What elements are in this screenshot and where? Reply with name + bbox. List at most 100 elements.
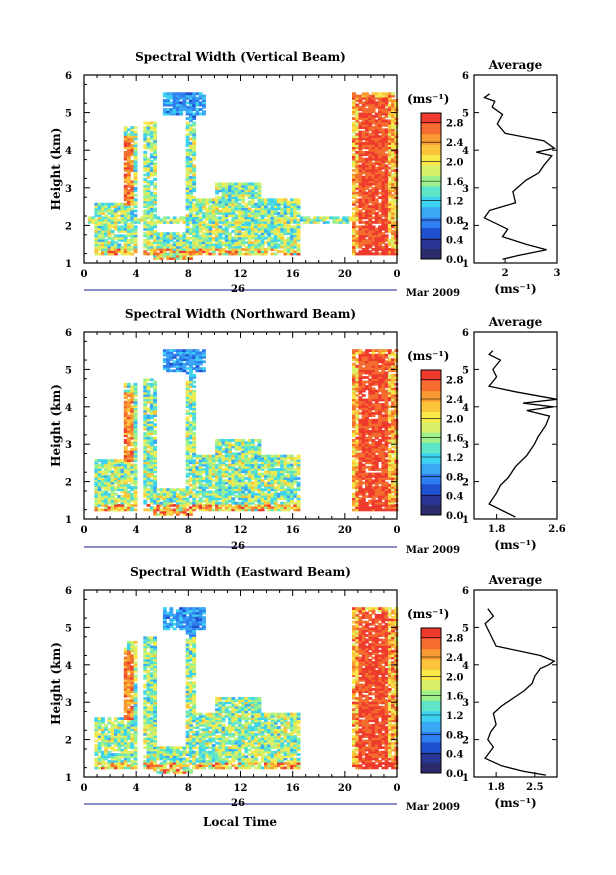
heatmap-cell [94,207,99,211]
heatmap-cell [189,495,193,498]
heatmap-cell [218,241,223,245]
heatmap-cell [247,468,252,471]
heatmap-cell [120,218,125,222]
colorbar-swatch [421,248,441,260]
heatmap-cell [352,130,356,134]
heatmap-cell [146,497,151,501]
heatmap-cell [169,499,174,503]
heatmap-cell [149,252,154,256]
heatmap-cell [166,367,171,370]
heatmap-cell [228,189,232,193]
heatmap-cell [228,477,232,480]
heatmap-cell [185,360,190,364]
heatmap-cell [185,436,190,440]
heatmap-cell [286,241,291,245]
heatmap-cell [387,189,392,193]
heatmap-cell [358,229,363,233]
heatmap-cell [205,214,210,217]
heatmap-cell [211,474,216,478]
heatmap-cell [192,214,197,217]
heatmap-cell [195,504,200,507]
heatmap-cell [234,472,239,476]
heatmap-cell [250,241,255,245]
heatmap-cell [371,166,376,170]
heatmap-cell [234,250,239,254]
heatmap-cell [361,432,366,435]
heatmap-cell [384,189,389,193]
heatmap-cell [378,148,382,152]
heatmap-cell [244,454,249,458]
heatmap-cell [237,209,242,213]
heatmap-cell [355,144,360,148]
heatmap-cell [361,477,366,480]
heatmap-cell [374,175,379,179]
heatmap-cell [254,214,259,217]
heatmap-cell [250,439,255,442]
heatmap-cell [384,157,389,161]
heatmap-cell [296,470,301,474]
heatmap-cell [241,477,246,480]
heatmap-cell [391,166,395,170]
heatmap-cell [273,207,278,211]
heatmap-cell [130,211,135,215]
heatmap-cell [365,184,369,188]
heatmap-cell [381,236,386,240]
heatmap-cell [192,403,197,406]
heatmap-cell [355,398,360,402]
heatmap-cell [283,200,288,204]
heatmap-cell [192,198,197,202]
heatmap-cell [374,92,379,96]
heatmap-cell [244,234,249,238]
heatmap-cell [198,508,203,512]
heatmap-cell [355,364,360,368]
heatmap-cell [146,394,151,397]
heatmap-cell [179,499,184,503]
heatmap-cell [270,227,275,231]
heatmap-cell [368,238,373,242]
heatmap-cell [189,252,193,256]
heatmap-cell [162,360,167,364]
heatmap-cell [244,468,249,471]
heatmap-cell [374,132,379,136]
heatmap-cell [228,182,232,186]
heatmap-cell [312,220,317,224]
heatmap-cell [127,214,131,217]
heatmap-cell [365,173,369,177]
heatmap-cell [104,245,109,249]
heatmap-cell [368,128,373,132]
heatmap-cell [189,425,193,429]
heatmap-cell [270,497,275,501]
heatmap-cell [358,468,363,471]
heatmap-cell [381,202,386,206]
heatmap-cell [218,189,223,193]
heatmap-cell [378,236,382,240]
heatmap-cell [352,178,356,181]
heatmap-cell [114,468,118,471]
heatmap-cell [205,211,210,215]
heatmap-cell [361,385,366,388]
heatmap-cell [352,412,356,415]
heatmap-cell [189,196,193,199]
heatmap-cell [378,234,382,238]
heatmap-cell [231,456,236,460]
heatmap-cell [247,220,252,224]
heatmap-cell [257,225,262,229]
heatmap-cell [218,202,223,206]
heatmap-cell [280,495,285,498]
heatmap-cell [365,414,369,418]
heatmap-cell [384,187,389,190]
heatmap-cell [205,216,210,220]
heatmap-cell [205,477,210,480]
heatmap-cell [198,209,203,213]
heatmap-cell [162,506,167,510]
heatmap-cell [374,250,379,254]
heatmap-cell [107,468,112,471]
heatmap-cell [394,234,399,238]
heatmap-cell [192,130,197,134]
colorbar-tick-label: 0.0 [446,255,463,266]
heatmap-cell [358,132,363,136]
heatmap-cell [185,207,190,211]
heatmap-cell [146,490,151,494]
heatmap-cell [133,130,138,134]
heatmap-cell [378,225,382,229]
